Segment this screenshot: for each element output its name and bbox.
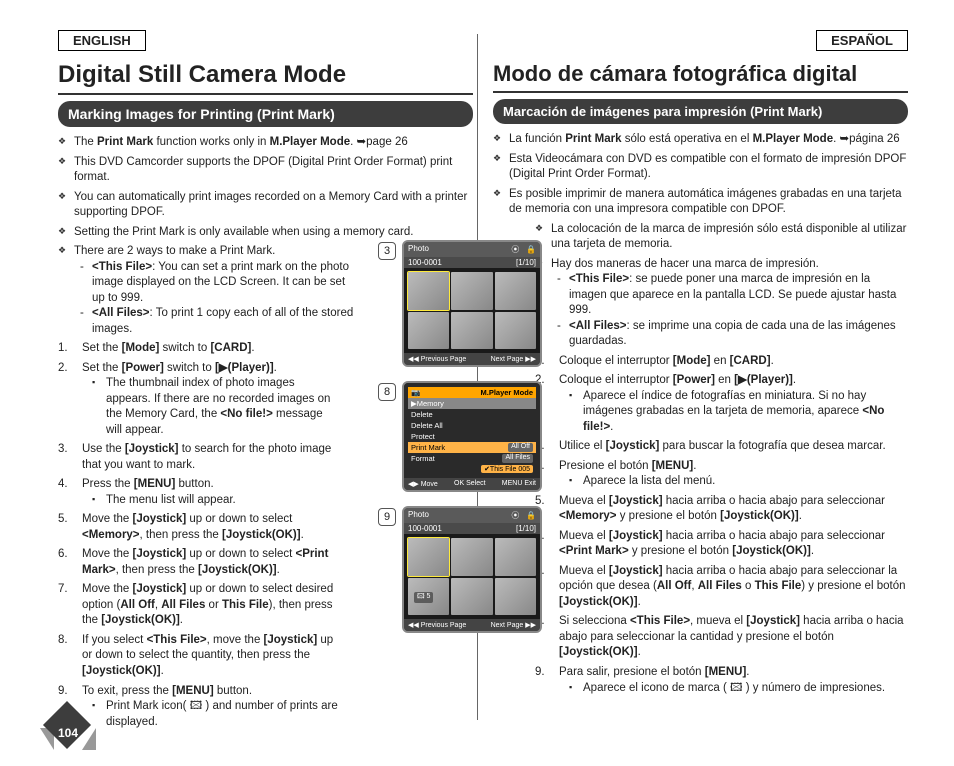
step: Set the [Mode] switch to [CARD]. xyxy=(58,341,338,357)
lang-badge-en: ENGLISH xyxy=(58,30,146,51)
lang-badge-es: ESPAÑOL xyxy=(816,30,908,51)
steps-en: Set the [Mode] switch to [CARD]. Set the… xyxy=(58,341,338,730)
step: Move the [Joystick] up or down to select… xyxy=(58,582,338,629)
step: Use the [Joystick] to search for the pho… xyxy=(58,442,338,473)
section-en: Marking Images for Printing (Print Mark) xyxy=(58,101,473,127)
step: Set the [Power] switch to [▶(Player)]. T… xyxy=(58,361,338,439)
step: Move the [Joystick] up or down to select… xyxy=(58,512,338,543)
bullet: Esta Videocámara con DVD es compatible c… xyxy=(493,152,908,183)
indent-bullets-es: La colocación de la marca de impresión s… xyxy=(535,222,908,350)
step: Mueva el [Joystick] hacia arriba o hacia… xyxy=(535,529,908,560)
step: Press the [MENU] button. The menu list w… xyxy=(58,477,338,508)
bullet: La función Print Mark sólo está operativ… xyxy=(493,132,908,148)
step: Utilice el [Joystick] para buscar la fot… xyxy=(535,439,908,455)
step: Move the [Joystick] up or down to select… xyxy=(58,547,338,578)
substep: Aparece el icono de marca ( 🖾 ) y número… xyxy=(569,681,908,697)
bullet: Es posible imprimir de manera automática… xyxy=(493,187,908,218)
substep: The thumbnail index of photo images appe… xyxy=(92,376,338,438)
bullet: La colocación de la marca de impresión s… xyxy=(535,222,908,253)
step: Para salir, presione el botón [MENU]. Ap… xyxy=(535,665,908,696)
step: Presione el botón [MENU]. Aparece la lis… xyxy=(535,459,908,490)
section-es: Marcación de imágenes para impresión (Pr… xyxy=(493,99,908,124)
step: Mueva el [Joystick] hacia arriba o hacia… xyxy=(535,564,908,611)
figure-9: 9 Photo⦿ 🔒 100-0001[1/10] 🖾 5 ◀◀ Previou… xyxy=(402,506,552,633)
step: Si selecciona <This File>, mueva el [Joy… xyxy=(535,614,908,661)
bullet: The Print Mark function works only in M.… xyxy=(58,135,473,151)
page-number: 104 xyxy=(42,726,94,740)
step: To exit, press the [MENU] button. Print … xyxy=(58,684,338,731)
substep: The menu list will appear. xyxy=(92,493,338,509)
print-mark-qty: 🖾 5 xyxy=(414,592,433,603)
figure-8: 8 📷M.Player Mode ▶Memory Delete Delete A… xyxy=(402,381,552,492)
figure-number: 3 xyxy=(378,242,396,260)
substep: Print Mark icon( 🖾 ) and number of print… xyxy=(92,699,338,730)
substep: Aparece el índice de fotografías en mini… xyxy=(569,389,908,436)
bullet: Hay dos maneras de hacer una marca de im… xyxy=(535,257,908,350)
bullet: This DVD Camcorder supports the DPOF (Di… xyxy=(58,155,473,186)
substep: Aparece la lista del menú. xyxy=(569,474,908,490)
figure-number: 9 xyxy=(378,508,396,526)
steps-es: Coloque el interruptor [Mode] en [CARD].… xyxy=(535,354,908,696)
figure-3: 3 Photo⦿ 🔒 100-0001[1/10] ◀◀ Previous Pa… xyxy=(402,240,552,367)
title-es: Modo de cámara fotográfica digital xyxy=(493,61,908,93)
bullet: You can automatically print images recor… xyxy=(58,190,473,221)
dash: <All Files>: To print 1 copy each of all… xyxy=(78,306,354,337)
dash: <All Files>: se imprime una copia de cad… xyxy=(555,319,908,350)
step: Mueva el [Joystick] hacia arriba o hacia… xyxy=(535,494,908,525)
step: Coloque el interruptor [Power] en [▶(Pla… xyxy=(535,373,908,435)
step: If you select <This File>, move the [Joy… xyxy=(58,633,338,680)
figure-number: 8 xyxy=(378,383,396,401)
lcd-figures: 3 Photo⦿ 🔒 100-0001[1/10] ◀◀ Previous Pa… xyxy=(402,240,552,647)
step: Coloque el interruptor [Mode] en [CARD]. xyxy=(535,354,908,370)
dash: <This File>: se puede poner una marca de… xyxy=(555,272,908,319)
intro-bullets-es: La función Print Mark sólo está operativ… xyxy=(493,132,908,218)
page-number-marker: 104 xyxy=(42,712,94,750)
bullet: Setting the Print Mark is only available… xyxy=(58,225,473,241)
title-en: Digital Still Camera Mode xyxy=(58,61,473,95)
dash: <This File>: You can set a print mark on… xyxy=(78,260,354,307)
